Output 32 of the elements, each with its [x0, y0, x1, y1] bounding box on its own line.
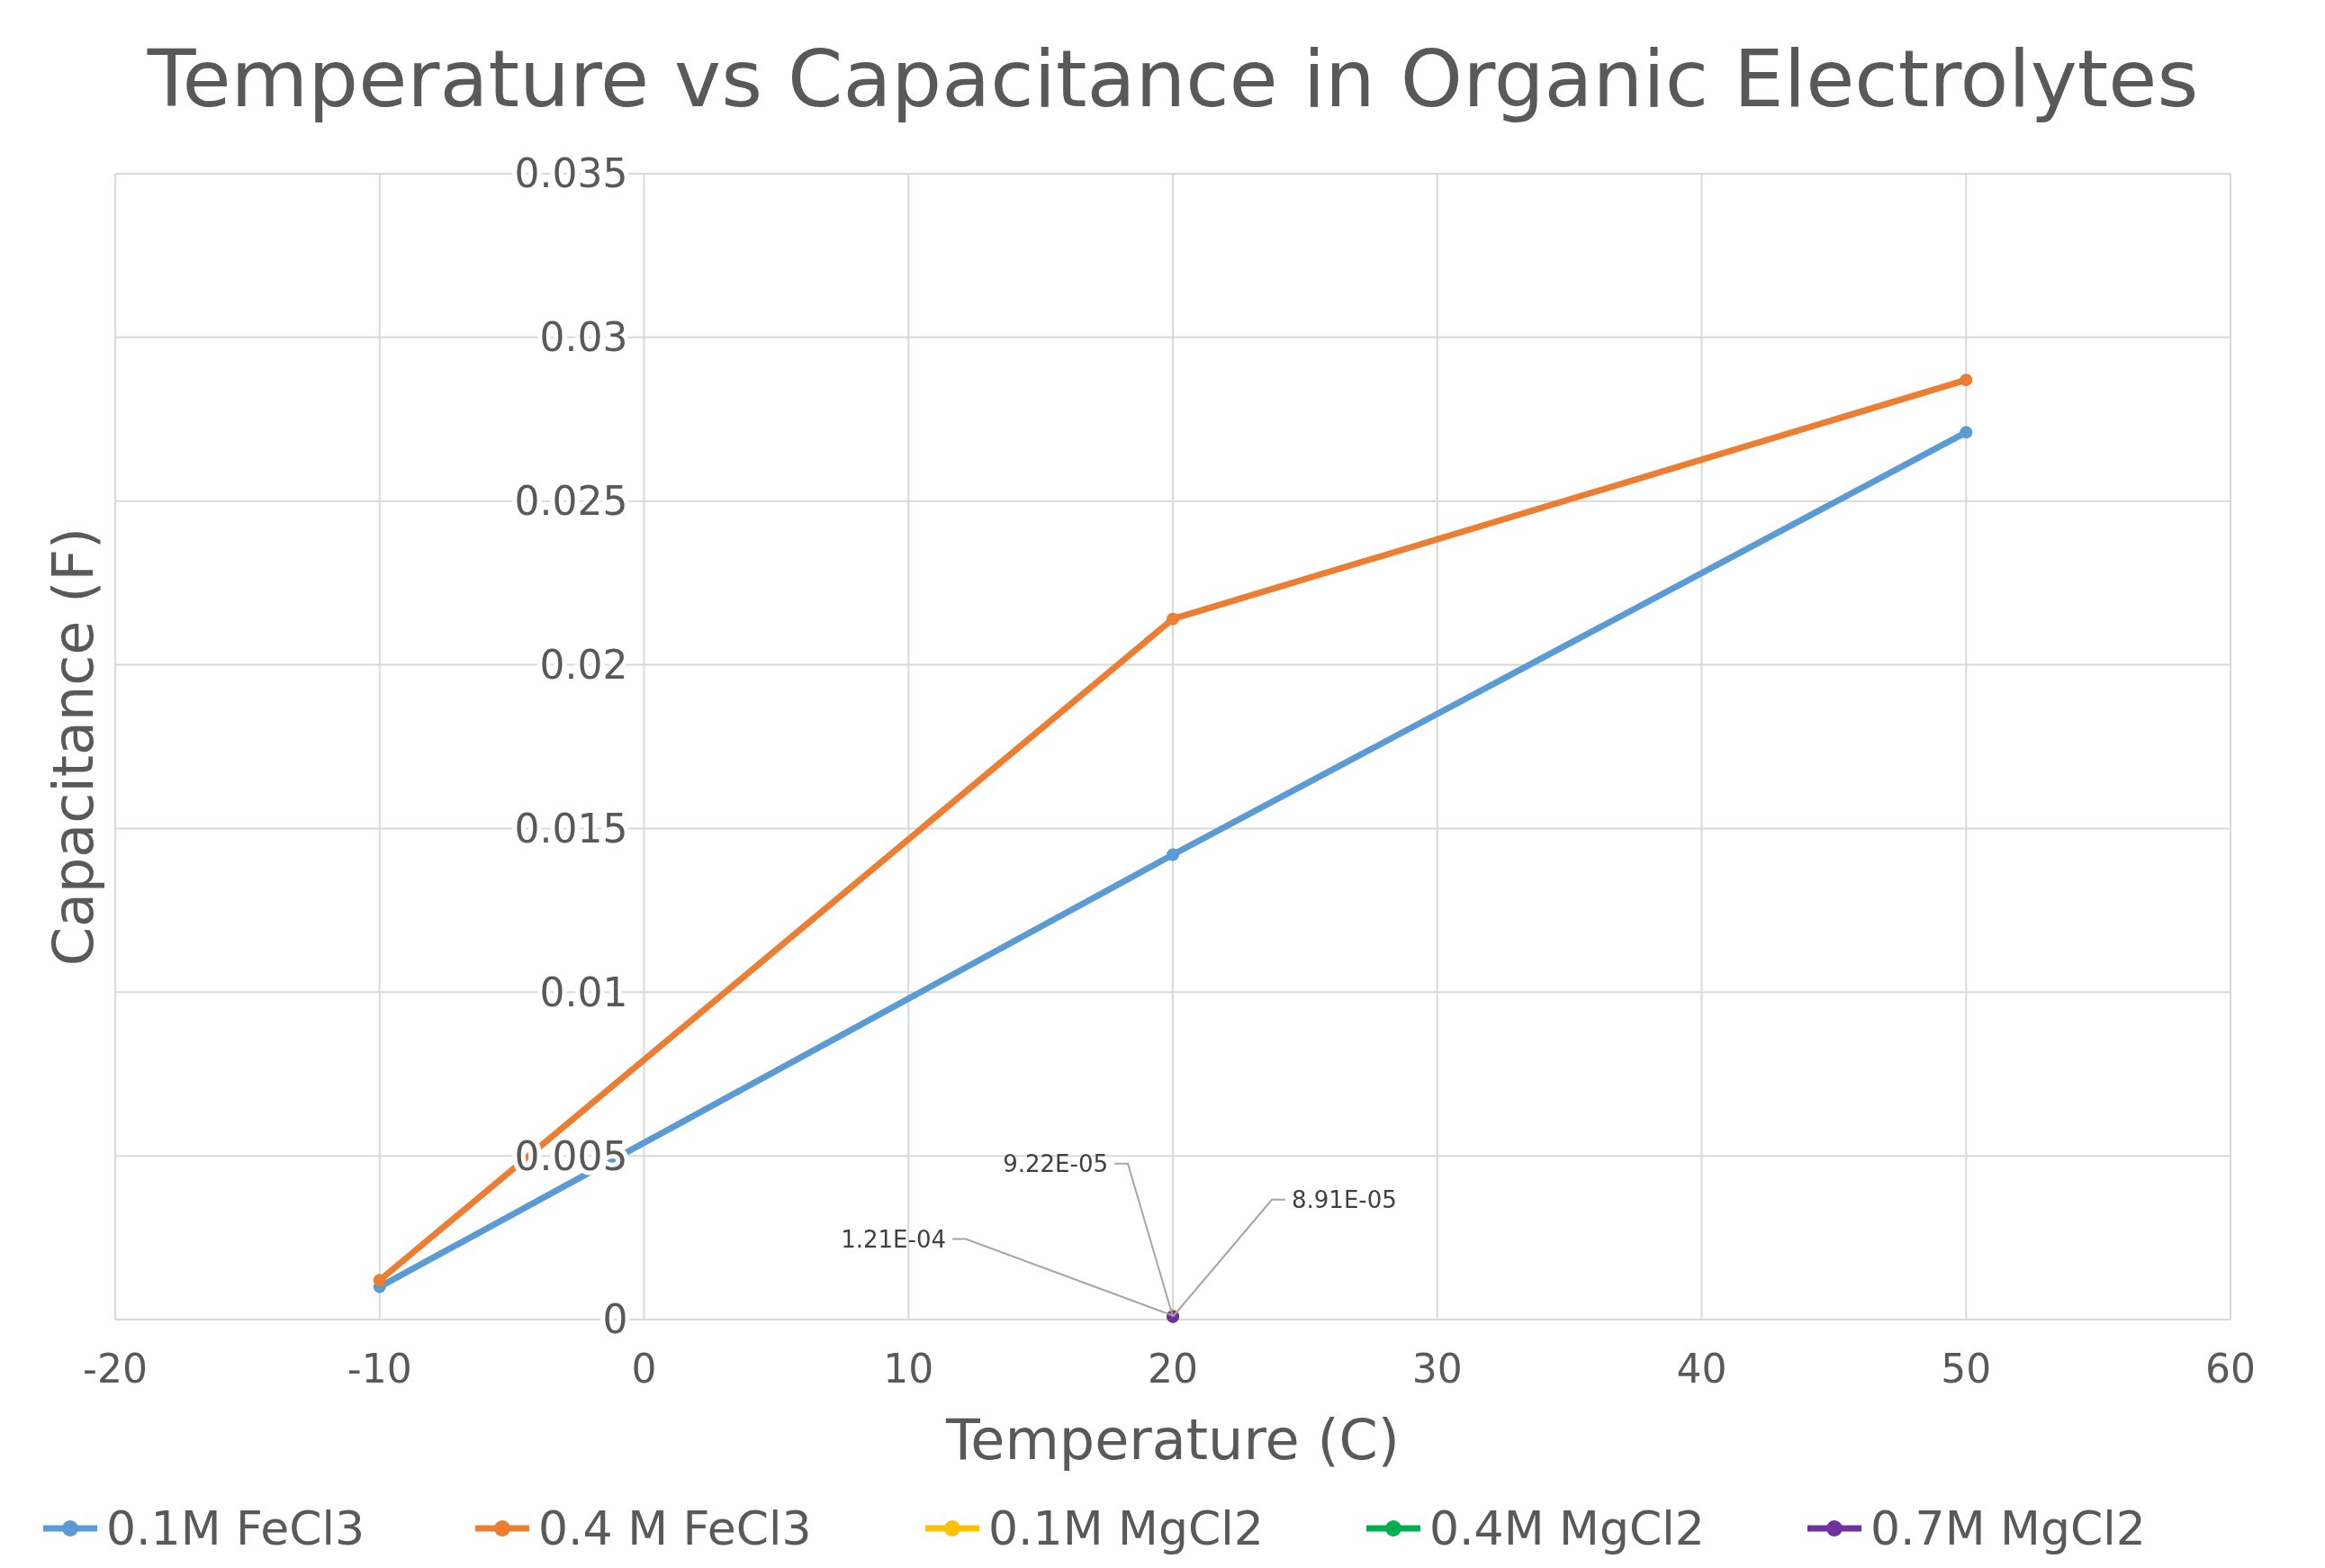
y-tick-label: 0.01 — [539, 969, 628, 1015]
x-tick-label: 30 — [1411, 1346, 1463, 1392]
x-tick-label: -20 — [83, 1346, 148, 1392]
point — [373, 1274, 386, 1287]
point — [1167, 612, 1179, 626]
y-tick-label: 0.025 — [514, 478, 628, 525]
x-tick-label: 60 — [2205, 1346, 2256, 1392]
data-label: 1.21E-04 — [841, 1225, 946, 1253]
legend-label: 0.1M MgCl2 — [988, 1501, 1264, 1556]
legend-label: 0.7M MgCl2 — [1870, 1501, 2146, 1556]
legend-label: 0.4M MgCl2 — [1429, 1501, 1705, 1556]
data-label: 9.22E-05 — [1003, 1149, 1108, 1177]
y-axis-title: Capacitance (F) — [41, 527, 106, 967]
x-tick-label: 50 — [1941, 1346, 1992, 1392]
x-axis-title: Temperature (C) — [944, 1407, 1401, 1473]
y-tick-label: 0.035 — [514, 150, 628, 197]
legend-label: 0.4 M FeCl3 — [538, 1501, 812, 1556]
x-tick-label: -10 — [347, 1346, 412, 1392]
y-tick-label: 0.03 — [539, 314, 628, 361]
x-tick-label: 0 — [631, 1346, 657, 1392]
x-tick-label: 20 — [1148, 1346, 1198, 1392]
point — [1960, 374, 1973, 387]
point — [1167, 848, 1179, 861]
x-tick-label: 40 — [1676, 1346, 1727, 1392]
legend-label: 0.1M FeCl3 — [106, 1501, 365, 1556]
x-tick-label: 10 — [883, 1346, 934, 1392]
y-tick-label: 0 — [602, 1296, 628, 1343]
point — [1960, 426, 1973, 439]
y-tick-label: 0.015 — [514, 805, 628, 852]
y-tick-label: 0.02 — [539, 641, 628, 688]
data-label: 8.91E-05 — [1292, 1185, 1397, 1213]
chart-title: Temperature vs Capacitance in Organic Electrolytes — [146, 32, 2199, 125]
